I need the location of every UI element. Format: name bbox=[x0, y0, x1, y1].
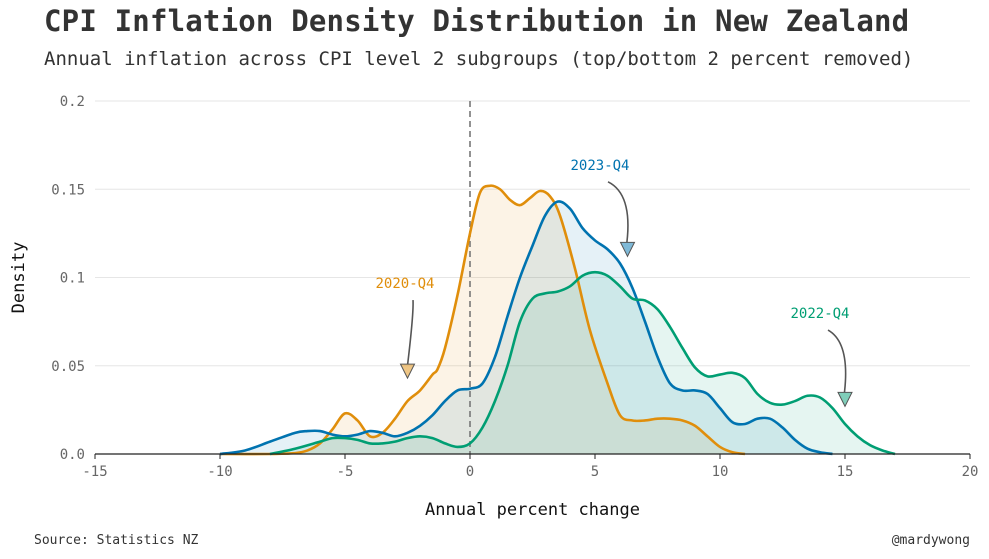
gridlines bbox=[95, 100, 970, 367]
annotation-label: 2020-Q4 bbox=[375, 276, 434, 292]
line-2020-Q4 bbox=[219, 184, 746, 456]
chart-title: CPI Inflation Density Distribution in Ne… bbox=[44, 4, 910, 38]
y-tick-label: 0.0 bbox=[60, 447, 85, 463]
source-caption: Source: Statistics NZ bbox=[34, 533, 199, 548]
x-tick-label: 20 bbox=[962, 464, 979, 480]
annotation-label: 2022-Q4 bbox=[790, 306, 849, 322]
author-credit: @mardywong bbox=[891, 533, 970, 548]
annotation-arrow bbox=[607, 181, 629, 243]
x-tick-label: 15 bbox=[837, 464, 854, 480]
y-tick-label: 0.05 bbox=[51, 359, 85, 375]
x-tick-label: -5 bbox=[337, 464, 354, 480]
y-axis-label: Density bbox=[9, 242, 29, 314]
chart-subtitle: Annual inflation across CPI level 2 subg… bbox=[44, 48, 914, 70]
x-axis-label: Annual percent change bbox=[425, 500, 640, 520]
axes: 0.0 0.05 0.1 0.15 0.2 -15 -10 -5 0 5 10 15 20 bbox=[51, 94, 978, 480]
annotation-arrowhead bbox=[837, 391, 853, 408]
x-tick-label: 0 bbox=[466, 464, 474, 480]
y-tick-label: 0.15 bbox=[51, 182, 85, 198]
line-2023-Q4 bbox=[219, 200, 833, 456]
x-tick-label: 5 bbox=[591, 464, 599, 480]
area-2020-Q4 bbox=[220, 185, 745, 455]
annotation-arrowhead bbox=[619, 241, 636, 258]
annotation-arrow bbox=[406, 300, 414, 365]
annotation-arrowhead bbox=[399, 363, 416, 380]
density-lines bbox=[219, 184, 896, 456]
annotations: 2020-Q4 2023-Q4 2022-Q4 bbox=[375, 158, 853, 408]
annotation-arrow bbox=[827, 329, 847, 393]
x-tick-label: -15 bbox=[82, 464, 107, 480]
line-2022-Q4 bbox=[269, 270, 896, 456]
y-tick-label: 0.2 bbox=[60, 94, 85, 110]
x-tick-label: 10 bbox=[712, 464, 729, 480]
annotation-label: 2023-Q4 bbox=[570, 158, 629, 174]
x-tick-label: -10 bbox=[207, 464, 232, 480]
y-tick-label: 0.1 bbox=[60, 271, 85, 287]
area-2022-Q4 bbox=[270, 272, 895, 454]
